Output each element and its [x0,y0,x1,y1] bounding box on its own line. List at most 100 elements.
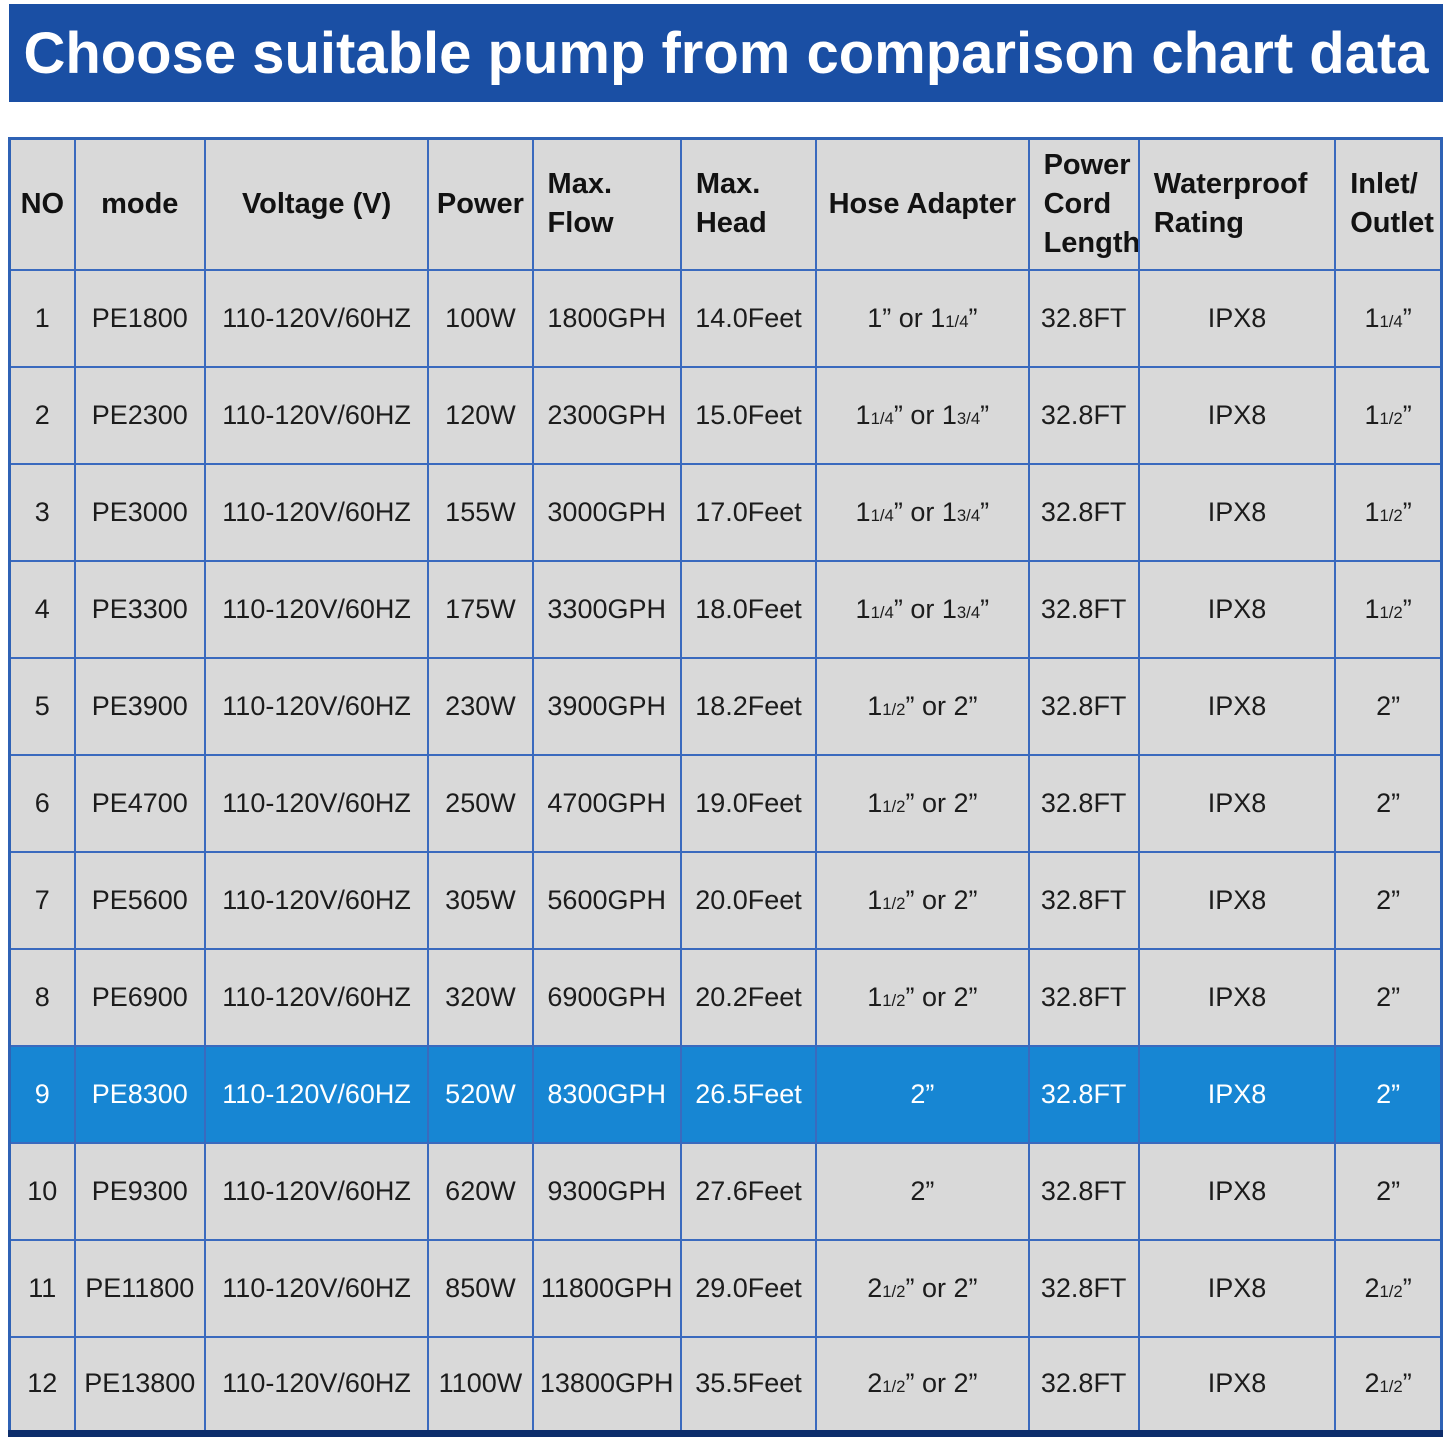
table-row: 9 PE8300 110-120V/60HZ 520W 8300GPH 26.5Feet 2… [8,1044,1443,1144]
cell-voltage: 110-120V/60HZ [203,1238,430,1338]
fraction-text: 1/2 [882,1281,906,1301]
cell-power: 305W [427,850,534,950]
cell-hose-adapter: 21/2” or 2” [815,1335,1030,1435]
fraction-text: 1/2 [1379,1281,1403,1301]
cell-inlet-outlet: 2” [1334,850,1443,950]
cell-no: 4 [8,559,76,659]
cell-waterproof-rating: IPX8 [1137,1238,1337,1338]
table-row: 12 PE13800 110-120V/60HZ 1100W 13800GPH 35.5F… [8,1335,1443,1435]
cell-max-flow: 4700GPH [531,753,682,853]
cell-hose-adapter: 2” [815,1044,1030,1144]
cell-power: 230W [427,656,534,756]
cell-voltage: 110-120V/60HZ [203,947,430,1047]
table-row: 8 PE6900 110-120V/60HZ 320W 6900GPH 20.2Feet 1… [8,947,1443,1047]
cell-waterproof-rating: IPX8 [1137,1335,1337,1435]
table-row: 10 PE9300 110-120V/60HZ 620W 9300GPH 27.6Feet… [8,1141,1443,1241]
column-header-waterproof-rating: Waterproof Rating [1137,137,1337,271]
cell-mode: PE9300 [73,1141,206,1241]
cell-mode: PE5600 [73,850,206,950]
cell-power: 520W [427,1044,534,1144]
column-header-power: Power [427,137,534,271]
cell-hose-adapter: 21/2” or 2” [815,1238,1030,1338]
column-header-max-head: Max. Head [679,137,818,271]
cell-hose-adapter: 11/4” or 13/4” [815,559,1030,659]
fraction-text: 1/4 [870,602,894,622]
cell-hose-adapter: 11/2” or 2” [815,947,1030,1047]
table-row: 6 PE4700 110-120V/60HZ 250W 4700GPH 19.0Feet 1… [8,753,1443,853]
cell-waterproof-rating: IPX8 [1137,559,1337,659]
cell-no: 7 [8,850,76,950]
cell-max-head: 15.0Feet [679,365,818,465]
cell-power: 155W [427,462,534,562]
cell-waterproof-rating: IPX8 [1137,462,1337,562]
fraction-text: 3/4 [956,408,981,428]
fraction-text: 1/4 [945,311,969,331]
cell-waterproof-rating: IPX8 [1137,1044,1337,1144]
fraction-text: 3/4 [956,505,981,525]
column-header-power-cord-length: Power Cord Length [1027,137,1140,271]
cell-mode: PE1800 [73,268,206,368]
column-header-inlet-outlet: Inlet/ Outlet [1334,137,1443,271]
cell-max-head: 27.6Feet [679,1141,818,1241]
page-title: Choose suitable pump from comparison cha… [23,20,1429,86]
cell-voltage: 110-120V/60HZ [203,365,430,465]
cell-waterproof-rating: IPX8 [1137,1141,1337,1241]
fraction-text: 1/2 [882,893,906,913]
cell-max-head: 17.0Feet [679,462,818,562]
cell-max-head: 35.5Feet [679,1335,818,1435]
cell-max-head: 19.0Feet [679,753,818,853]
cell-power-cord-length: 32.8FT [1027,462,1140,562]
cell-inlet-outlet: 11/2” [1334,462,1443,562]
cell-power-cord-length: 32.8FT [1027,268,1140,368]
cell-inlet-outlet: 11/4” [1334,268,1443,368]
table-row: 11 PE11800 110-120V/60HZ 850W 11800GPH 29.0Fe… [8,1238,1443,1338]
cell-voltage: 110-120V/60HZ [203,753,430,853]
cell-inlet-outlet: 2” [1334,656,1443,756]
cell-max-head: 18.0Feet [679,559,818,659]
cell-no: 9 [8,1044,76,1144]
cell-max-head: 14.0Feet [679,268,818,368]
pump-comparison-table: NO mode Voltage (V) Power Max. Flow Max. Head… [8,137,1443,1437]
cell-power-cord-length: 32.8FT [1027,850,1140,950]
cell-power: 120W [427,365,534,465]
cell-power: 850W [427,1238,534,1338]
cell-max-flow: 13800GPH [531,1335,682,1435]
cell-voltage: 110-120V/60HZ [203,850,430,950]
table-header-row: NO mode Voltage (V) Power Max. Flow Max. Head… [8,137,1443,271]
cell-no: 5 [8,656,76,756]
cell-voltage: 110-120V/60HZ [203,1141,430,1241]
cell-mode: PE2300 [73,365,206,465]
cell-max-flow: 3900GPH [531,656,682,756]
cell-voltage: 110-120V/60HZ [203,656,430,756]
cell-voltage: 110-120V/60HZ [203,1335,430,1435]
cell-max-flow: 3000GPH [531,462,682,562]
cell-no: 2 [8,365,76,465]
cell-waterproof-rating: IPX8 [1137,268,1337,368]
cell-power-cord-length: 32.8FT [1027,1044,1140,1144]
cell-power-cord-length: 32.8FT [1027,559,1140,659]
fraction-text: 1/4 [1379,311,1403,331]
cell-max-head: 20.0Feet [679,850,818,950]
cell-power-cord-length: 32.8FT [1027,1238,1140,1338]
cell-mode: PE3000 [73,462,206,562]
fraction-text: 1/2 [1379,408,1403,428]
cell-power: 620W [427,1141,534,1241]
table-row: 4 PE3300 110-120V/60HZ 175W 3300GPH 18.0Feet 1… [8,559,1443,659]
cell-no: 8 [8,947,76,1047]
cell-max-head: 29.0Feet [679,1238,818,1338]
table-row: 1 PE1800 110-120V/60HZ 100W 1800GPH 14.0Feet 1… [8,268,1443,368]
fraction-text: 1/2 [882,990,906,1010]
cell-max-flow: 5600GPH [531,850,682,950]
cell-power-cord-length: 32.8FT [1027,365,1140,465]
cell-no: 3 [8,462,76,562]
column-header-voltage: Voltage (V) [203,137,430,271]
table-row: 3 PE3000 110-120V/60HZ 155W 3000GPH 17.0Feet 1… [8,462,1443,562]
cell-waterproof-rating: IPX8 [1137,947,1337,1047]
cell-inlet-outlet: 11/2” [1334,365,1443,465]
cell-power-cord-length: 32.8FT [1027,753,1140,853]
cell-mode: PE8300 [73,1044,206,1144]
cell-waterproof-rating: IPX8 [1137,365,1337,465]
table-row: 2 PE2300 110-120V/60HZ 120W 2300GPH 15.0Feet 1… [8,365,1443,465]
column-header-no: NO [8,137,76,271]
title-banner: Choose suitable pump from comparison cha… [9,4,1443,102]
